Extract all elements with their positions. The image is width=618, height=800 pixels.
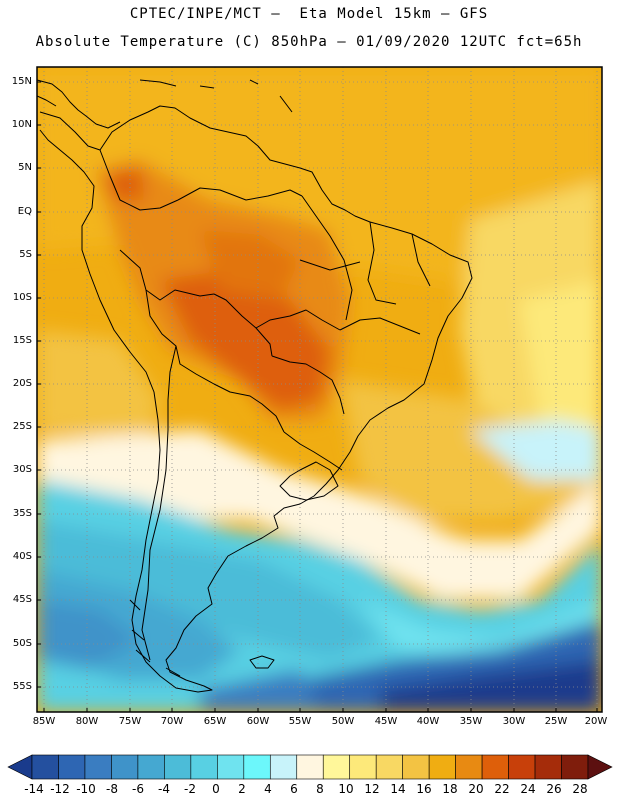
lat-label: 35S [12, 508, 32, 519]
lon-label: 20W [584, 716, 608, 727]
colorbar-swatch [402, 754, 430, 780]
temperature-field [37, 67, 602, 712]
colorbar-swatch [296, 754, 324, 780]
lon-label: 35W [459, 716, 483, 727]
lon-label: 55W [288, 716, 312, 727]
lat-label: 25S [12, 421, 32, 432]
colorbar-swatch [217, 754, 245, 780]
colorbar-swatch [534, 754, 562, 780]
lon-label: 85W [32, 716, 56, 727]
lon-label: 65W [203, 716, 227, 727]
colorbar-swatch [111, 754, 139, 780]
lon-label: 25W [544, 716, 568, 727]
colorbar-swatch [322, 754, 351, 780]
lat-label: 20S [12, 378, 32, 389]
colorbar-label: 2 [238, 782, 246, 796]
chart-title-line-2: Absolute Temperature (C) 850hPa – 01/09/… [35, 34, 583, 50]
colorbar-label: -14 [24, 782, 44, 796]
lon-label: 30W [502, 716, 526, 727]
colorbar-swatch [349, 754, 377, 780]
colorbar-label: 16 [416, 782, 432, 796]
colorbar-label: -2 [184, 782, 196, 796]
lon-label: 50W [331, 716, 355, 727]
colorbar-label: 22 [494, 782, 510, 796]
colorbar-label: 18 [442, 782, 458, 796]
colorbar-swatch [58, 754, 86, 780]
colorbar-swatch [7, 754, 33, 780]
colorbar-swatch [508, 754, 536, 780]
colorbar-swatch [481, 754, 509, 780]
map-frame [36, 66, 603, 713]
lat-label: EQ [17, 206, 32, 217]
colorbar-swatch [269, 754, 298, 780]
colorbar-label: 12 [364, 782, 380, 796]
colorbar-swatch [243, 754, 271, 780]
lat-label: 55S [12, 681, 32, 692]
colorbar-label: -6 [132, 782, 144, 796]
colorbar-swatch [31, 754, 59, 780]
lon-label: 75W [118, 716, 142, 727]
colorbar-label: -8 [106, 782, 118, 796]
colorbar-label: 4 [264, 782, 272, 796]
chart-title-line-1: CPTEC/INPE/MCT – Eta Model 15km – GFS [129, 6, 489, 22]
lon-label: 45W [374, 716, 398, 727]
lon-label: 70W [160, 716, 184, 727]
colorbar-swatch [84, 754, 112, 780]
colorbar-label: 6 [290, 782, 298, 796]
axis-ticks [37, 81, 598, 712]
lat-label: 30S [12, 464, 32, 475]
colorbar-label: 14 [390, 782, 406, 796]
colorbar-label: 8 [316, 782, 324, 796]
colorbar-label: 28 [572, 782, 588, 796]
lat-label: 50S [12, 638, 32, 649]
colorbar-label: 0 [212, 782, 220, 796]
lat-label: 10S [12, 292, 32, 303]
colorbar-swatch [137, 754, 165, 780]
colorbar-swatch [428, 754, 456, 780]
lon-label: 40W [416, 716, 440, 727]
colorbar [7, 754, 613, 780]
lat-label: 5S [19, 249, 32, 260]
coastlines [37, 79, 473, 693]
colorbar-swatch [455, 754, 483, 780]
colorbar-label: -12 [50, 782, 70, 796]
colorbar-swatch [164, 754, 192, 780]
lat-label: 10N [11, 119, 32, 130]
colorbar-swatch [375, 754, 403, 780]
lat-label: 15S [12, 335, 32, 346]
lon-label: 60W [246, 716, 270, 727]
lat-label: 15N [11, 76, 32, 87]
colorbar-swatch [190, 754, 218, 780]
colorbar-label: -4 [158, 782, 170, 796]
colorbar-swatch [561, 754, 589, 780]
lat-label: 5N [18, 162, 32, 173]
lon-label: 80W [75, 716, 99, 727]
colorbar-label: 10 [338, 782, 354, 796]
colorbar-swatch [587, 754, 613, 780]
colorbar-label: 20 [468, 782, 484, 796]
lat-label: 40S [12, 551, 32, 562]
colorbar-label: 26 [546, 782, 562, 796]
colorbar-label: -10 [76, 782, 96, 796]
colorbar-label: 24 [520, 782, 536, 796]
lat-label: 45S [12, 594, 32, 605]
